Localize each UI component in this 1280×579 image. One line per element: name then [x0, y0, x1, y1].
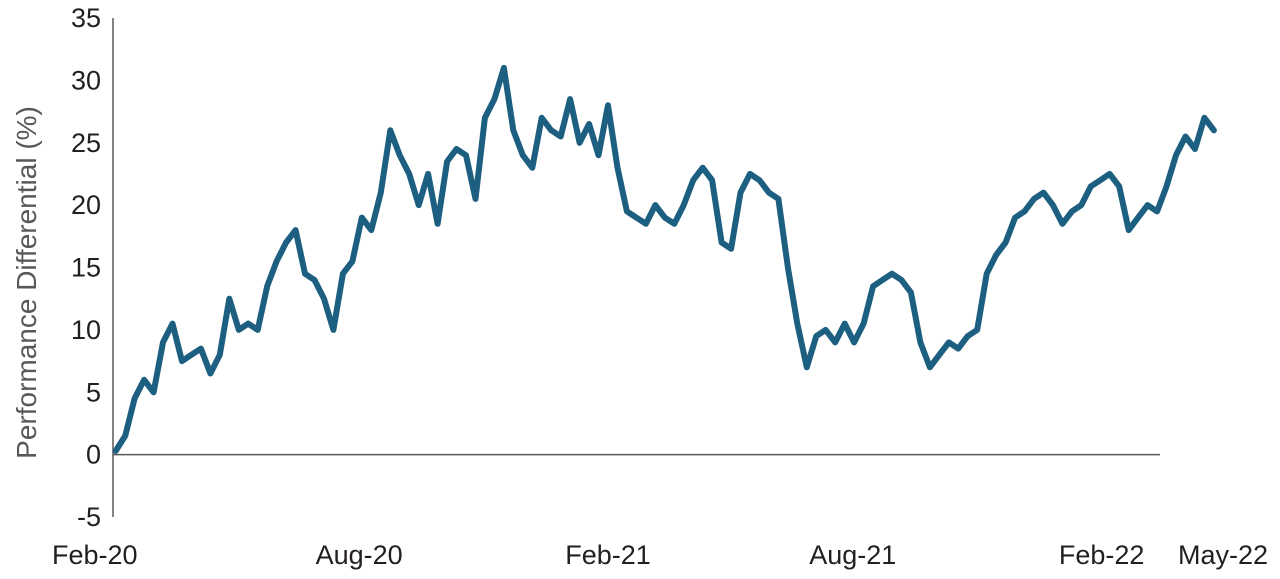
y-tick-label: 15	[71, 253, 101, 283]
y-tick-label: 10	[71, 315, 101, 345]
y-tick-label: 25	[71, 128, 101, 158]
y-axis-ticks: -5 0 5 10 15 20 25 30 35	[71, 3, 101, 532]
series-line	[112, 64, 1217, 454]
x-tick-label: Aug-21	[809, 540, 896, 570]
y-axis-title: Performance Differential (%)	[11, 106, 42, 459]
x-tick-label: May-22	[1178, 540, 1268, 570]
y-tick-label: 0	[86, 440, 101, 470]
x-axis-ticks: Feb-20 Aug-20 Feb-21 Aug-21 Feb-22 May-22	[52, 540, 1268, 570]
y-tick-label: 20	[71, 190, 101, 220]
y-tick-label: 5	[86, 377, 101, 407]
y-tick-label: 35	[71, 3, 101, 33]
x-tick-label: Feb-21	[565, 540, 651, 570]
y-tick-label: 30	[71, 65, 101, 95]
x-tick-label: Aug-20	[316, 540, 403, 570]
y-tick-label: -5	[77, 502, 101, 532]
x-tick-label: Feb-20	[52, 540, 138, 570]
x-tick-label: Feb-22	[1059, 540, 1145, 570]
